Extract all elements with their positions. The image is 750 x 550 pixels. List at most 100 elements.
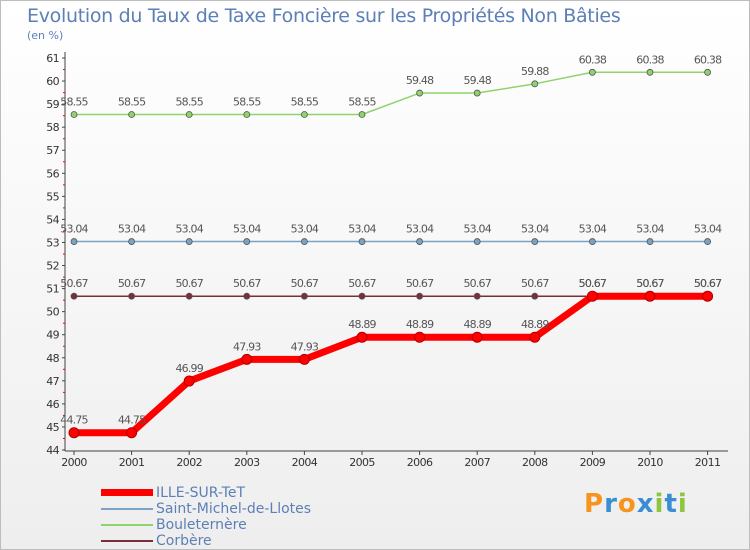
x-tick-label: 2008 xyxy=(522,456,548,469)
y-tick-label: 59 xyxy=(46,98,59,111)
y-tick-label: 45 xyxy=(46,421,59,434)
y-tick-label: 46 xyxy=(46,398,59,411)
data-label: 59.48 xyxy=(406,74,434,87)
data-label: 50.67 xyxy=(60,277,88,290)
data-point xyxy=(185,292,193,300)
series-group xyxy=(68,68,714,439)
data-label: 53.04 xyxy=(60,223,88,236)
data-label: 50.67 xyxy=(636,277,664,290)
data-label: 53.04 xyxy=(579,223,607,236)
data-point xyxy=(356,331,368,343)
data-point xyxy=(298,353,310,365)
y-tick-label: 53 xyxy=(46,236,59,249)
y-tick-label: 50 xyxy=(46,306,59,319)
data-point xyxy=(243,111,251,118)
data-point xyxy=(128,292,136,300)
data-point xyxy=(473,292,481,300)
data-label: 53.04 xyxy=(175,223,203,236)
data-point xyxy=(471,331,483,343)
data-label: 60.38 xyxy=(579,53,607,66)
data-label: 58.55 xyxy=(233,95,261,108)
y-tick-label: 48 xyxy=(46,352,59,365)
data-point xyxy=(243,292,251,300)
data-point xyxy=(126,427,138,439)
data-point xyxy=(589,238,596,245)
data-label: 53.04 xyxy=(348,223,376,236)
data-label: 58.55 xyxy=(175,95,203,108)
logo-letter: o xyxy=(617,489,637,519)
data-label: 48.89 xyxy=(463,318,491,331)
data-label: 60.38 xyxy=(694,53,722,66)
y-tick-label: 54 xyxy=(46,213,59,226)
data-point xyxy=(70,292,78,300)
data-label: 58.55 xyxy=(60,95,88,108)
series-line-0 xyxy=(73,71,709,116)
data-label: 50.67 xyxy=(463,277,491,290)
data-point xyxy=(416,238,424,245)
x-tick-label: 2010 xyxy=(637,456,663,469)
legend-item-bouleternere: Bouleternère xyxy=(101,517,351,533)
legend-item-ille: ILLE-SUR-TeT xyxy=(101,485,351,501)
x-tick-label: 2007 xyxy=(464,456,490,469)
legend: ILLE-SUR-TeT Saint-Michel-de-Llotes Boul… xyxy=(101,485,351,549)
data-label: 44.75 xyxy=(60,414,88,427)
data-point xyxy=(358,292,366,300)
y-tick-label: 44 xyxy=(46,444,59,457)
data-label: 50.67 xyxy=(348,277,376,290)
data-label: 59.48 xyxy=(463,74,491,87)
data-label: 53.04 xyxy=(463,223,491,236)
data-point xyxy=(644,290,656,302)
legend-swatch-ille xyxy=(101,489,153,496)
data-point xyxy=(704,68,711,76)
y-tick-label: 61 xyxy=(46,52,59,65)
y-tick-label: 58 xyxy=(46,121,59,134)
y-tick-labels: 44 45 46 47 48 49 50 51 52 53 54 55 56 57 58 59 60 61 xyxy=(46,52,60,457)
data-point xyxy=(183,375,195,387)
data-label: 50.67 xyxy=(694,277,722,290)
x-tick-label: 2004 xyxy=(292,456,318,469)
data-label: 50.67 xyxy=(579,277,607,290)
data-label: 53.04 xyxy=(694,223,722,236)
data-point xyxy=(414,331,426,343)
y-tick-label: 47 xyxy=(46,375,59,388)
data-label: 50.67 xyxy=(233,277,261,290)
x-tick-label: 2009 xyxy=(580,456,606,469)
chart-title: Evolution du Taux de Taxe Foncière sur l… xyxy=(27,5,621,27)
y-tick-label: 49 xyxy=(46,329,59,342)
data-point xyxy=(416,292,424,300)
logo-letter: i xyxy=(677,489,688,519)
y-tick-label: 57 xyxy=(46,144,59,157)
data-point xyxy=(300,111,308,118)
x-tick-labels: 2000 2001 2002 2003 2004 2005 2006 2007 2008 2009… xyxy=(61,456,721,469)
x-tick-label: 2000 xyxy=(61,456,87,469)
line-chart: 44 45 46 47 48 49 50 51 52 53 54 55 56 57 58 59 60 61 200… xyxy=(46,52,728,469)
data-point xyxy=(416,89,424,97)
data-label: 60.38 xyxy=(636,53,664,66)
x-tick-label: 2002 xyxy=(176,456,202,469)
logo-letter: i xyxy=(654,489,665,519)
data-point xyxy=(358,111,366,118)
data-label: 53.04 xyxy=(118,223,146,236)
y-tick-label: 55 xyxy=(46,190,59,203)
y-tick-label: 56 xyxy=(46,167,59,180)
data-point xyxy=(646,238,654,245)
series-line-3 xyxy=(70,292,712,437)
legend-swatch-corbere xyxy=(101,540,153,542)
data-point xyxy=(473,89,481,97)
logo-letter: r xyxy=(604,489,618,519)
data-label: 58.55 xyxy=(118,95,146,108)
legend-label-ille: ILLE-SUR-TeT xyxy=(156,485,246,501)
data-point xyxy=(70,238,78,245)
data-point xyxy=(70,111,78,118)
data-label: 47.93 xyxy=(291,340,319,353)
legend-label-saint-michel: Saint-Michel-de-Llotes xyxy=(156,501,312,517)
x-tick-label: 2001 xyxy=(119,456,145,469)
x-tick-label: 2003 xyxy=(234,456,260,469)
x-tick-label: 2006 xyxy=(407,456,433,469)
data-point xyxy=(646,68,654,76)
data-label: 53.04 xyxy=(636,223,664,236)
data-label: 50.67 xyxy=(636,277,664,290)
logo-letter: P xyxy=(584,489,605,519)
data-label: 50.67 xyxy=(291,277,319,290)
y-tick-label: 51 xyxy=(46,283,59,296)
